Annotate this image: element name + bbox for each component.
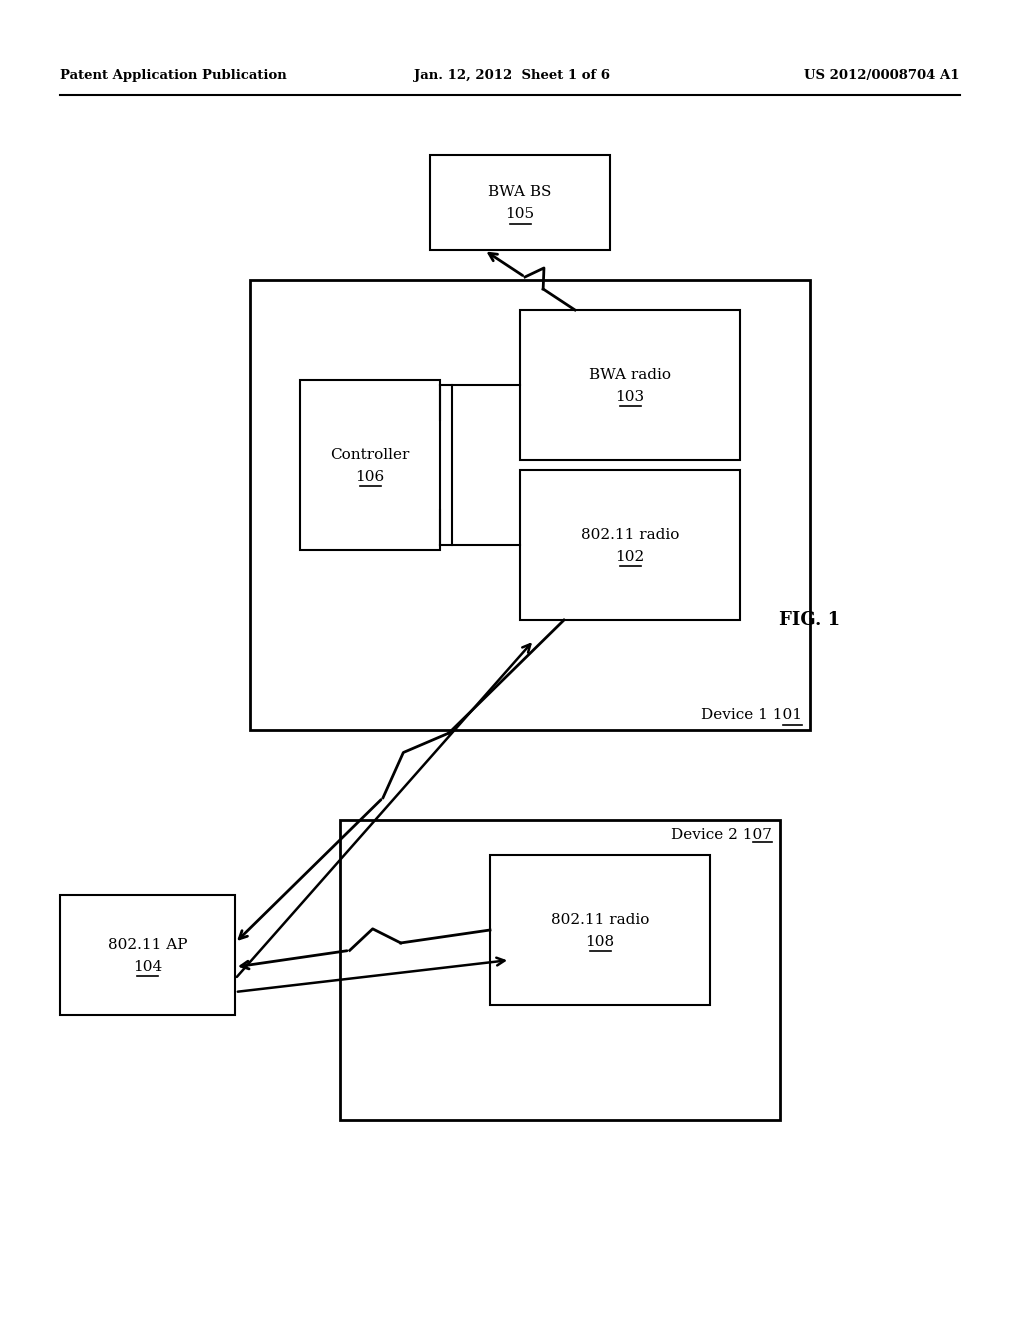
Text: BWA BS: BWA BS [488, 186, 552, 199]
Text: Jan. 12, 2012  Sheet 1 of 6: Jan. 12, 2012 Sheet 1 of 6 [414, 69, 610, 82]
Text: 802.11 radio: 802.11 radio [581, 528, 679, 543]
Text: US 2012/0008704 A1: US 2012/0008704 A1 [805, 69, 961, 82]
Bar [60, 895, 234, 1015]
Text: 106: 106 [355, 470, 385, 484]
Bar [430, 154, 610, 249]
Bar [340, 820, 780, 1119]
Text: 108: 108 [586, 935, 614, 949]
Text: Patent Application Publication: Patent Application Publication [60, 69, 287, 82]
Text: FIG. 1: FIG. 1 [779, 611, 841, 630]
Text: Device 2 107: Device 2 107 [671, 828, 772, 842]
Text: 802.11 AP: 802.11 AP [108, 939, 187, 952]
Text: Controller: Controller [331, 447, 410, 462]
Bar [250, 280, 810, 730]
Bar [490, 855, 710, 1005]
Text: 105: 105 [506, 207, 535, 222]
Text: Device 1 101: Device 1 101 [701, 708, 802, 722]
Bar [300, 380, 440, 550]
Text: BWA radio: BWA radio [589, 368, 671, 381]
Text: 104: 104 [133, 960, 162, 974]
Text: 802.11 radio: 802.11 radio [551, 913, 649, 927]
Bar [520, 310, 740, 459]
Bar [520, 470, 740, 620]
Text: 103: 103 [615, 389, 644, 404]
Text: 102: 102 [615, 550, 645, 564]
